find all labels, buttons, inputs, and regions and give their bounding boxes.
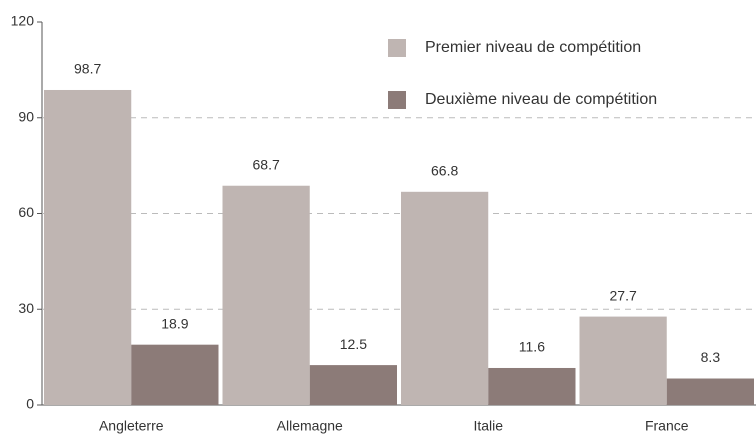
legend-swatch	[388, 39, 406, 57]
value-label: 98.7	[74, 61, 101, 77]
y-tick-label: 60	[18, 204, 34, 220]
bar	[488, 367, 576, 405]
x-tick-label: Italie	[473, 418, 503, 434]
value-label: 11.6	[519, 339, 545, 355]
legend-label: Deuxième niveau de compétition	[425, 91, 657, 108]
bar	[222, 185, 310, 405]
bar	[131, 344, 219, 405]
value-label: 27.7	[610, 287, 637, 303]
bar	[309, 365, 397, 405]
y-tick-label: 90	[18, 108, 34, 124]
value-label: 66.8	[431, 162, 458, 178]
y-tick-label: 0	[26, 396, 34, 412]
bar	[44, 89, 132, 406]
value-label: 18.9	[161, 315, 188, 331]
value-label: 8.3	[701, 349, 721, 365]
bar	[666, 378, 754, 405]
x-tick-label: France	[645, 418, 689, 434]
legend-swatch	[388, 91, 406, 109]
bar	[579, 316, 667, 405]
value-label: 68.7	[253, 156, 280, 172]
value-label: 12.5	[340, 336, 367, 352]
grid	[42, 117, 756, 310]
bar	[401, 191, 489, 405]
y-tick-label: 120	[11, 13, 35, 29]
legend-label: Premier niveau de compétition	[425, 39, 641, 56]
x-tick-label: Allemagne	[277, 418, 343, 434]
y-tick-label: 30	[18, 300, 34, 316]
x-tick-label: Angleterre	[99, 418, 164, 434]
